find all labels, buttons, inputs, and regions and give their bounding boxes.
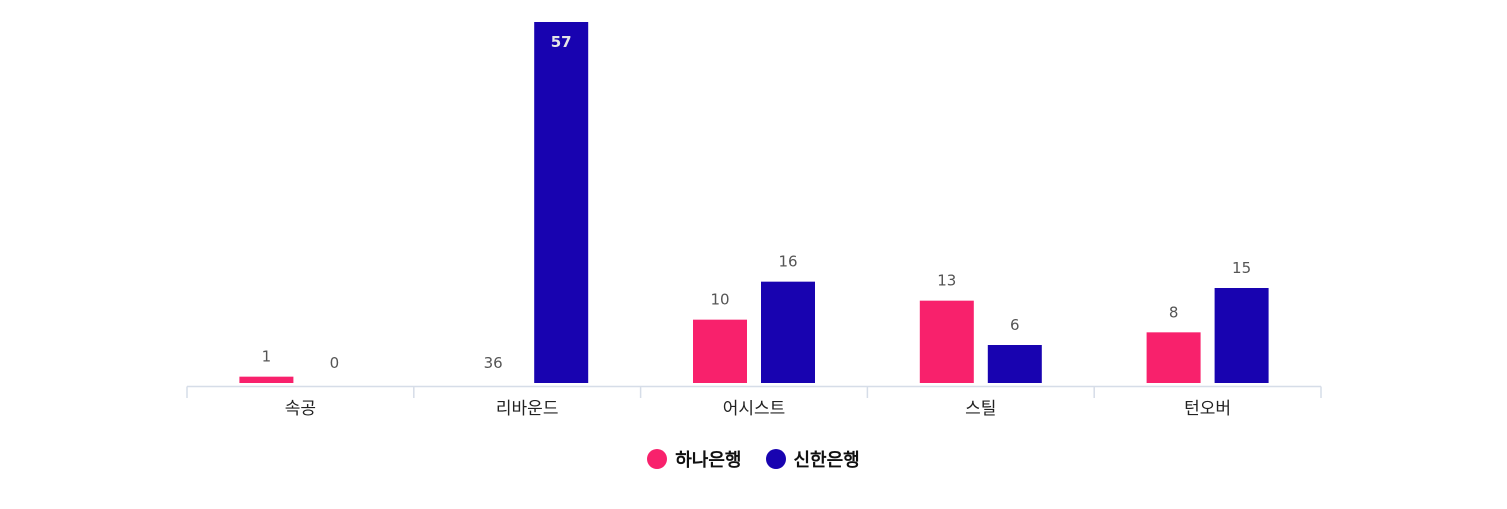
x-tick-label: 속공 — [285, 399, 316, 419]
bar-1-3[interactable] — [693, 319, 747, 383]
x-tick-label: 리바운드 — [496, 399, 559, 419]
x-tick-label: 턴오버 — [1184, 399, 1231, 419]
legend-label-series-1: 하나은행 — [675, 450, 742, 471]
bar-1-5[interactable] — [1146, 332, 1201, 383]
legend-item-series-2[interactable]: 신한은행 — [765, 446, 860, 472]
value-label-1-4: 13 — [937, 272, 956, 290]
legend-item-series-1[interactable]: 하나은행 — [647, 446, 742, 472]
bar-2-2[interactable] — [534, 22, 589, 383]
value-label-2-2: 57 — [551, 33, 572, 51]
chart-legend: 하나은행 신한은행 — [0, 446, 1507, 472]
bar-2-4[interactable] — [987, 345, 1042, 383]
value-label-2-5: 15 — [1232, 259, 1251, 277]
x-tick-label: 어시스트 — [723, 399, 786, 419]
value-label-1-3: 10 — [710, 291, 729, 309]
bar-1-1[interactable] — [239, 376, 294, 383]
x-tick-label: 스틸 — [965, 399, 996, 419]
legend-label-series-2: 신한은행 — [793, 450, 860, 471]
legend-dot-series-2 — [765, 449, 786, 469]
value-label-2-3: 16 — [778, 253, 797, 271]
value-label-1-2: 36 — [484, 354, 503, 372]
legend-dot-series-1 — [647, 449, 668, 469]
bar-2-5[interactable] — [1214, 288, 1269, 383]
bar-2-3[interactable] — [761, 281, 815, 383]
value-label-2-1: 0 — [330, 354, 340, 372]
value-label-1-1: 1 — [262, 348, 272, 366]
value-label-1-5: 8 — [1169, 303, 1179, 321]
value-label-2-4: 6 — [1010, 316, 1020, 334]
bar-1-4[interactable] — [919, 300, 974, 383]
